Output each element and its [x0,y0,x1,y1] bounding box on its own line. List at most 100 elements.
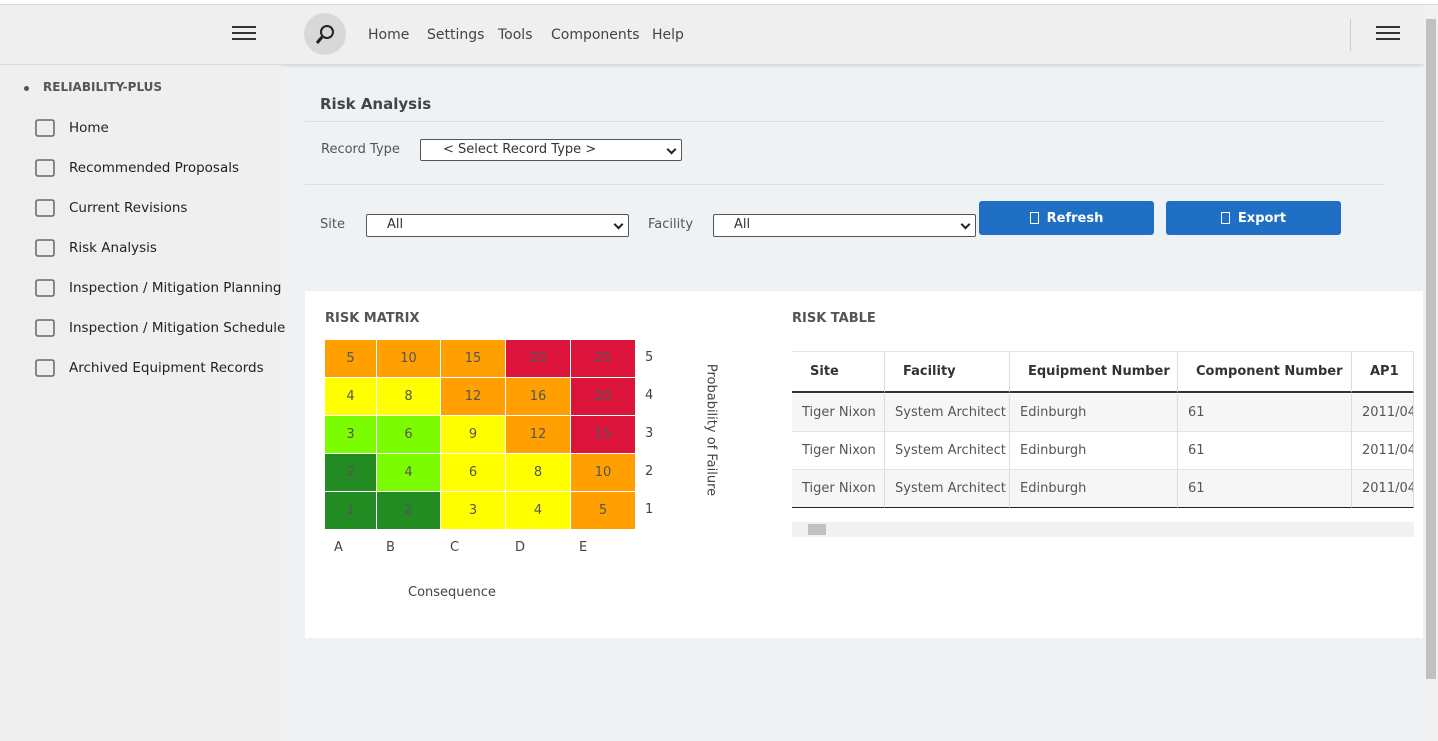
menu-item[interactable]: Inspection / Mitigation Schedule [69,320,286,336]
matrix-cell: 16 [506,378,571,416]
table-cell: Tiger Nixon [792,470,885,508]
facility-select[interactable]: All [713,214,976,237]
menu-item[interactable]: Home [69,120,109,136]
matrix-cell: 8 [506,454,571,492]
nav-link[interactable]: Help [652,27,684,43]
menu-icon [34,197,56,217]
site-select[interactable]: All [366,214,629,237]
bullet [24,86,29,91]
matrix-cell: 4 [377,454,441,492]
x-axis-label: Consequence [408,585,496,600]
nav-link[interactable]: Components [551,27,640,43]
nav-link[interactable]: Settings [427,27,485,43]
column-header: AP1 [1352,352,1414,393]
table-cell: Edinburgh [1010,470,1178,508]
matrix-cell: 5 [571,492,636,530]
divider [305,184,1385,185]
table-cell: 61 [1178,470,1352,508]
button[interactable]: Export [1166,201,1341,235]
table-top [792,351,1414,352]
y-axis-label: Probability of Failure [703,363,719,497]
matrix-cell: 6 [377,416,441,454]
matrix-cell: 15 [571,416,636,454]
matrix-cell: 2 [377,492,441,530]
button-label: Export [1237,210,1287,226]
matrix-cell: 12 [441,378,506,416]
row-label: 4 [645,388,654,403]
matrix-cell: 3 [441,492,506,530]
top-bar [0,5,1424,64]
column-header: Component Number [1178,352,1352,393]
matrix-cell: 10 [377,340,441,378]
matrix-cell: 12 [506,416,571,454]
separator [1350,19,1351,51]
matrix-title: RISK MATRIX [325,311,420,326]
page-title: Risk Analysis [320,95,432,113]
sidebar-toggle[interactable] [230,25,258,43]
table-title: RISK TABLE [792,311,876,326]
matrix-cell: 9 [441,416,506,454]
menu-item[interactable]: Risk Analysis [69,240,157,256]
row-label: 5 [645,350,654,365]
matrix-cell: 20 [571,378,636,416]
nav-link[interactable]: Tools [498,27,533,43]
menu-item[interactable]: Inspection / Mitigation Planning [69,280,282,296]
menu-item[interactable]: Archived Equipment Records [69,360,264,376]
nav-link[interactable]: Home [368,27,410,43]
row-label: 2 [645,464,654,479]
table-cell: Tiger Nixon [792,432,885,470]
brand: RELIABILITY-PLUS [43,80,163,94]
matrix-cell: 20 [506,340,571,378]
matrix-cell: 6 [441,454,506,492]
matrix-cell: 4 [325,378,377,416]
matrix-cell: 25 [571,340,636,378]
matrix-cell: 5 [325,340,377,378]
column-label: C [450,540,460,555]
scroll-thumb [808,524,826,535]
site-label: Site [320,217,345,232]
menu-icon [34,357,56,377]
table-cell: Edinburgh [1010,394,1178,432]
menu-icon [34,157,56,177]
column-header: Equipment Number [1010,352,1178,393]
table-scrollbar [792,522,1414,537]
matrix-cell: 10 [571,454,636,492]
menu-icon [34,117,56,137]
top-edge [0,0,1438,5]
matrix-cell: 2 [325,454,377,492]
menu-item[interactable]: Recommended Proposals [69,160,239,176]
column-label: E [579,540,588,555]
matrix-cell: 3 [325,416,377,454]
menu-icon [34,277,56,297]
facility-label: Facility [648,217,694,232]
menu-button[interactable] [1374,25,1402,43]
column-label: D [515,540,526,555]
menu-icon [34,237,56,257]
matrix-cell: 8 [377,378,441,416]
table-cell: 2011/04/ [1352,394,1414,432]
table-cell: Tiger Nixon [792,394,885,432]
matrix-cell: 4 [506,492,571,530]
divider [305,121,1385,122]
search-button[interactable] [303,12,347,56]
table-cell: 2011/04/ [1352,470,1414,508]
table-cell: 2011/04/ [1352,432,1414,470]
button-label: Refresh [1046,210,1104,226]
sidebar: RELIABILITY-PLUS [0,65,281,741]
column-header: Facility [885,352,1010,393]
column-label: B [386,540,395,555]
row-label: 1 [645,502,654,517]
table-cell: 61 [1178,432,1352,470]
matrix-cell: 15 [441,340,506,378]
table-cell: System Architect [885,432,1010,470]
menu-item[interactable]: Current Revisions [69,200,188,216]
record-type-select[interactable]: < Select Record Type > [420,139,682,161]
column-label: A [334,540,343,555]
table-cell: Edinburgh [1010,432,1178,470]
matrix-cell: 1 [325,492,377,530]
record-type-label: Record Type [321,142,400,157]
scroll-thumb [1426,19,1436,679]
button[interactable]: Refresh [979,201,1154,235]
scrollbar [1424,5,1438,741]
